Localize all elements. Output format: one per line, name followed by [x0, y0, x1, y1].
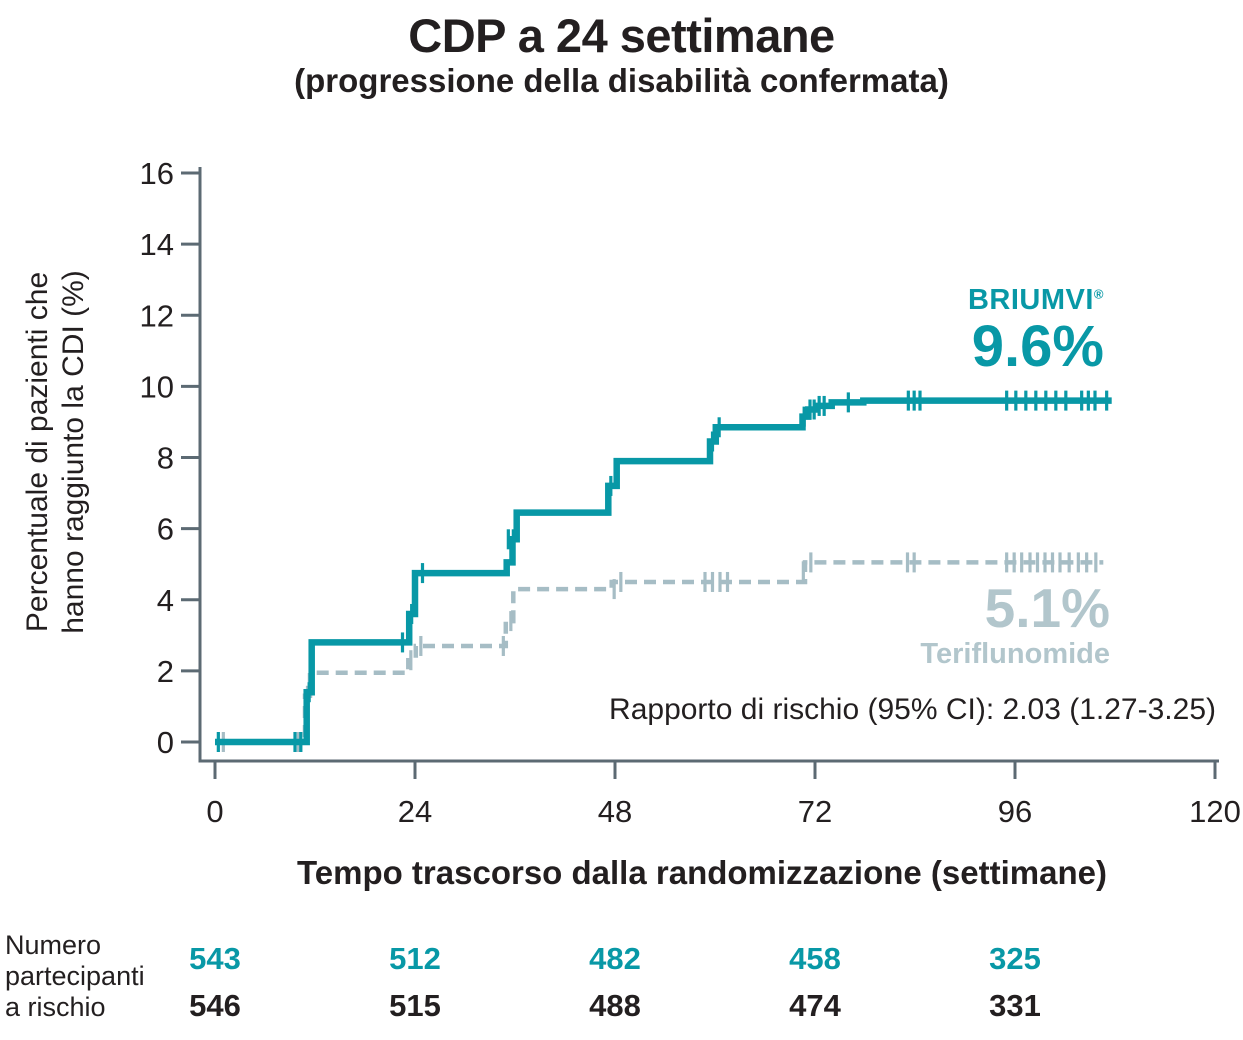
risk-table-label-line1: Numero — [5, 930, 102, 960]
chart-title: CDP a 24 settimane — [408, 9, 835, 62]
teriflunomide-name-label: Teriflunomide — [920, 637, 1110, 670]
x-axis-label: Tempo trascorso dalla randomizzazione (s… — [297, 854, 1107, 891]
risk-cell: 331 — [989, 988, 1041, 1023]
x-tick-label: 48 — [598, 794, 632, 829]
y-tick-label: 10 — [140, 369, 174, 404]
briumvi-curve — [215, 397, 1112, 746]
registered-mark: ® — [1093, 286, 1104, 302]
briumvi-annotation: BRIUMVI® 9.6% — [968, 284, 1104, 378]
risk-table-label-line3: a rischio — [5, 992, 106, 1022]
y-tick-label: 16 — [140, 156, 174, 191]
risk-cell: 474 — [789, 988, 841, 1023]
axes-line — [198, 167, 1219, 763]
y-tick-label: 2 — [157, 654, 174, 689]
y-tick-label: 8 — [157, 441, 174, 476]
x-tick-label: 0 — [206, 794, 223, 829]
hazard-ratio-annotation: Rapporto di rischio (95% CI): 2.03 (1.27… — [609, 693, 1216, 726]
briumvi-brand-label: BRIUMVI® — [967, 284, 1104, 316]
risk-cell: 325 — [989, 941, 1041, 976]
risk-row-briumvi: 543 512 482 458 325 — [0, 941, 1243, 976]
risk-table-label-line2: partecipanti — [5, 961, 145, 991]
risk-cell: 458 — [789, 941, 841, 976]
x-tick-label: 96 — [998, 794, 1032, 829]
risk-cell: 482 — [589, 941, 641, 976]
y-tick-label: 14 — [140, 227, 174, 262]
teriflunomide-final-value: 5.1% — [984, 577, 1110, 639]
risk-cell: 543 — [189, 941, 241, 976]
chart-subtitle: (progressione della disabilità confermat… — [294, 62, 949, 99]
teriflunomide-annotation: 5.1% Teriflunomide — [920, 577, 1110, 671]
y-tick-label: 4 — [157, 583, 174, 618]
risk-table-label: Numero partecipanti a rischio — [5, 930, 145, 1023]
y-tick-label: 12 — [140, 298, 174, 333]
y-axis-label-line1: Percentuale di pazienti che — [21, 272, 54, 632]
y-tick-label: 6 — [157, 512, 174, 547]
risk-cell: 546 — [189, 988, 241, 1023]
briumvi-final-value: 9.6% — [971, 314, 1104, 379]
risk-cell: 512 — [389, 941, 441, 976]
risk-cell: 488 — [589, 988, 641, 1023]
x-tick-label: 72 — [798, 794, 832, 829]
risk-row-teriflunomide: 546 515 488 474 331 — [0, 988, 1243, 1023]
y-tick-label: 0 — [157, 725, 174, 760]
risk-cell: 515 — [389, 988, 441, 1023]
y-axis-label-line2: hanno raggiunto la CDI (%) — [57, 270, 90, 634]
x-tick-label: 24 — [398, 794, 432, 829]
x-tick-label: 120 — [1189, 794, 1241, 829]
